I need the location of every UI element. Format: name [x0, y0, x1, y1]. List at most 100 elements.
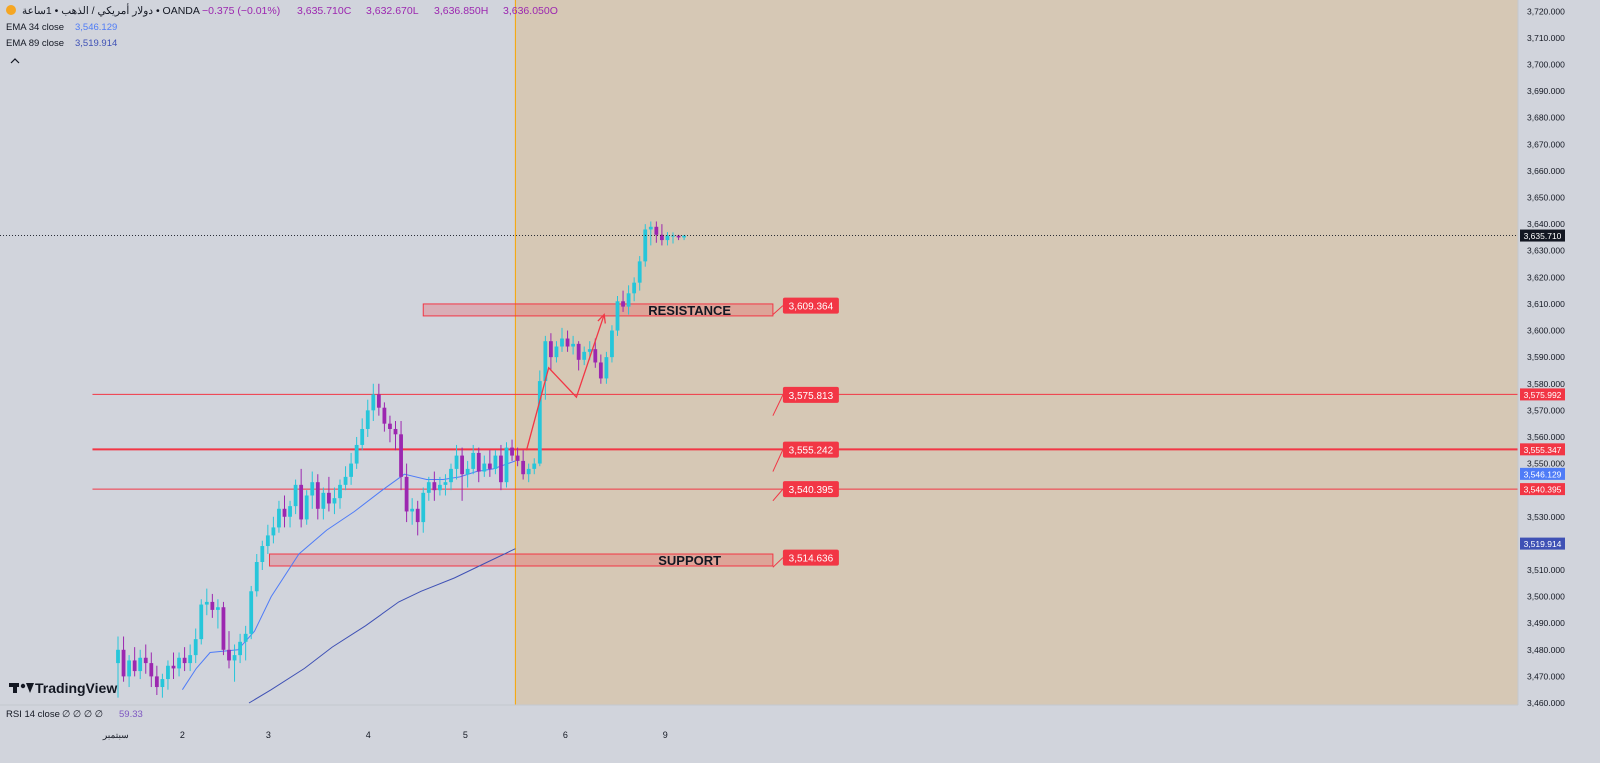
y-tick-label: 3,490.000 — [1527, 618, 1565, 628]
candle-body — [249, 591, 254, 634]
resistance-zone[interactable] — [422, 303, 774, 317]
x-tick-label: 3 — [266, 730, 271, 740]
candle-body — [526, 468, 531, 475]
candle — [349, 452, 353, 485]
candle-body — [610, 330, 614, 358]
candle-body — [399, 434, 403, 477]
y-tick-label: 3,690.000 — [1527, 86, 1565, 96]
candle — [199, 599, 204, 645]
projection-path[interactable] — [525, 314, 605, 451]
candle-body — [243, 633, 248, 642]
candle-body — [143, 657, 148, 664]
candle-body — [382, 407, 387, 424]
logo-mark-wedge — [26, 683, 34, 693]
candle-body — [271, 527, 276, 536]
tradingview-logo[interactable]: TradingView — [9, 680, 117, 696]
y-tick-label: 3,620.000 — [1527, 272, 1565, 282]
support-zone[interactable] — [269, 553, 774, 567]
candle — [438, 476, 442, 496]
y-tick-label: 3,650.000 — [1527, 193, 1565, 203]
y-tick-label: 3,560.000 — [1527, 432, 1565, 442]
callout-leader — [772, 488, 784, 502]
resistance-line-badge-text: 3,575.992 — [1524, 390, 1562, 400]
candle — [216, 599, 220, 629]
chevron-up-icon[interactable] — [10, 58, 20, 64]
candle-body — [493, 455, 498, 469]
candle-body — [193, 639, 198, 656]
candle — [643, 224, 648, 267]
candle — [426, 476, 431, 501]
candle-body — [354, 444, 359, 464]
candle — [177, 652, 181, 677]
candle — [388, 415, 392, 443]
candle — [660, 224, 664, 246]
candle-body — [304, 495, 309, 520]
price-callout[interactable]: 3,514.636 — [772, 549, 839, 568]
candle — [637, 256, 642, 291]
candle — [260, 540, 265, 570]
callout-leader — [772, 557, 784, 568]
y-tick-label: 3,550.000 — [1527, 459, 1565, 469]
candle-body — [654, 226, 659, 235]
candle — [193, 628, 198, 664]
price-callout[interactable]: 3,555.242 — [772, 441, 839, 472]
candle-body — [393, 428, 398, 435]
candle-body — [404, 476, 409, 512]
candle — [116, 636, 120, 698]
candle — [249, 585, 254, 640]
price-callout[interactable]: 3,609.364 — [772, 297, 839, 315]
candle-body — [182, 657, 187, 664]
candle-body — [349, 463, 353, 477]
logo-text: TradingView — [35, 680, 117, 696]
candle — [615, 295, 620, 336]
y-tick-label: 3,670.000 — [1527, 139, 1565, 149]
ohlc-low: 3,632.670L — [366, 5, 419, 17]
ema34-value: 3,546.129 — [75, 22, 117, 33]
candle — [221, 601, 226, 656]
candle — [238, 633, 242, 664]
x-tick-label: 6 — [563, 730, 568, 740]
candle-body — [132, 660, 137, 672]
price-callout[interactable]: 3,575.813 — [772, 386, 839, 416]
candle — [365, 399, 370, 437]
candle-body — [576, 343, 581, 360]
y-tick-label: 3,570.000 — [1527, 405, 1565, 415]
y-tick-label: 3,480.000 — [1527, 645, 1565, 655]
candle-body — [116, 649, 120, 664]
last-price-badge: 3,635.710 — [1520, 229, 1565, 242]
symbol-title[interactable]: دولار أمريكي / الذهب • 1ساعة • OANDA — [22, 3, 200, 17]
ema34-label[interactable]: EMA 34 close — [6, 22, 64, 33]
ohlc-high: 3,636.850H — [434, 5, 488, 17]
y-tick-label: 3,460.000 — [1527, 698, 1565, 708]
candle-body — [232, 655, 237, 661]
candle-body — [171, 665, 176, 669]
candle-body — [204, 601, 209, 605]
callout-leader — [772, 449, 784, 472]
callout-label: 3,555.242 — [789, 446, 834, 457]
time-axis[interactable]: سبتمبر 2 3 4 5 6 9 — [102, 730, 668, 741]
candle — [210, 593, 215, 618]
candle — [327, 476, 331, 512]
middle-line-badge-text: 3,555.347 — [1524, 445, 1562, 455]
price-axis[interactable] — [1518, 0, 1600, 705]
price-callout[interactable]: 3,540.395 — [772, 481, 839, 502]
callout-label: 3,575.813 — [789, 391, 834, 402]
candle-body — [327, 492, 331, 504]
candle-body — [482, 463, 487, 472]
x-tick-label: 9 — [663, 730, 668, 740]
ema89-label[interactable]: EMA 89 close — [6, 38, 64, 49]
middle-line-badge: 3,555.347 — [1520, 443, 1565, 456]
y-tick-label: 3,610.000 — [1527, 299, 1565, 309]
legend-header: دولار أمريكي / الذهب • 1ساعة • OANDA −0.… — [6, 3, 558, 64]
ohlc-close: 3,635.710C — [297, 5, 352, 17]
ema34-badge: 3,546.129 — [1520, 467, 1565, 480]
candle — [510, 439, 514, 461]
candle-body — [260, 546, 265, 562]
candle — [515, 447, 520, 467]
callout-leader — [772, 394, 784, 416]
rsi-label[interactable]: RSI 14 close — [6, 709, 60, 720]
callout-leader — [772, 305, 784, 315]
y-tick-label: 3,510.000 — [1527, 565, 1565, 575]
